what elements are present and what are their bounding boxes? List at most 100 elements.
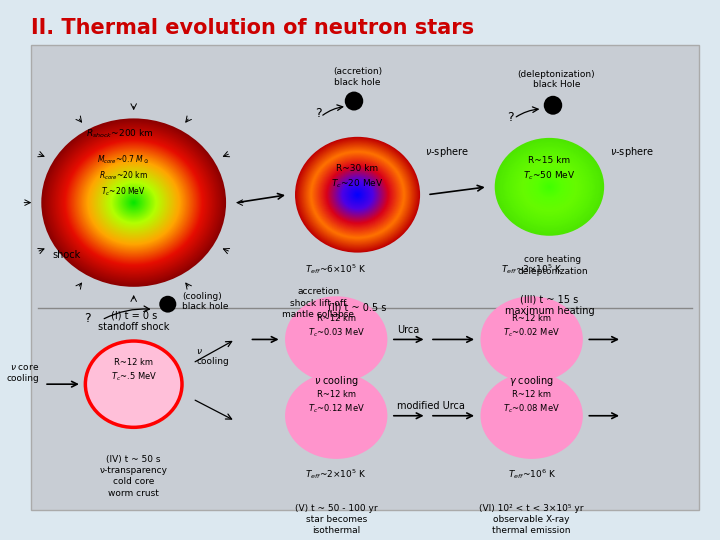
Ellipse shape bbox=[66, 140, 202, 265]
Ellipse shape bbox=[75, 149, 192, 256]
Ellipse shape bbox=[307, 147, 408, 242]
Text: R~12 km
$T_c$~0.03 MeV: R~12 km $T_c$~0.03 MeV bbox=[307, 314, 365, 339]
Ellipse shape bbox=[104, 176, 163, 230]
Ellipse shape bbox=[341, 180, 374, 210]
Text: (deleptonization)
black Hole: (deleptonization) black Hole bbox=[518, 70, 595, 90]
Ellipse shape bbox=[546, 184, 553, 190]
Ellipse shape bbox=[94, 167, 173, 238]
Ellipse shape bbox=[339, 177, 377, 212]
Ellipse shape bbox=[544, 182, 555, 192]
Ellipse shape bbox=[480, 373, 582, 459]
Ellipse shape bbox=[83, 156, 184, 249]
Ellipse shape bbox=[304, 145, 411, 244]
Ellipse shape bbox=[536, 174, 563, 199]
Ellipse shape bbox=[308, 149, 407, 240]
Ellipse shape bbox=[73, 147, 195, 259]
Ellipse shape bbox=[528, 168, 570, 206]
Ellipse shape bbox=[508, 149, 591, 224]
Ellipse shape bbox=[109, 180, 158, 225]
Ellipse shape bbox=[352, 190, 363, 200]
Ellipse shape bbox=[521, 161, 577, 212]
Ellipse shape bbox=[349, 187, 366, 202]
Ellipse shape bbox=[90, 163, 178, 242]
Text: (accretion)
black hole: (accretion) black hole bbox=[333, 68, 382, 87]
Text: II. Thermal evolution of neutron stars: II. Thermal evolution of neutron stars bbox=[31, 18, 474, 38]
Text: (I) t = 0 s
standoff shock: (I) t = 0 s standoff shock bbox=[98, 310, 169, 332]
Ellipse shape bbox=[328, 167, 387, 222]
Ellipse shape bbox=[58, 134, 209, 271]
Ellipse shape bbox=[526, 166, 573, 208]
Ellipse shape bbox=[44, 120, 224, 285]
Ellipse shape bbox=[343, 181, 372, 208]
Ellipse shape bbox=[99, 171, 168, 234]
Ellipse shape bbox=[55, 131, 212, 274]
Text: R~12 km
$T_c$~0.08 MeV: R~12 km $T_c$~0.08 MeV bbox=[503, 390, 560, 415]
Ellipse shape bbox=[67, 141, 201, 264]
Ellipse shape bbox=[544, 96, 562, 114]
Ellipse shape bbox=[502, 144, 597, 230]
Ellipse shape bbox=[310, 150, 406, 239]
Text: modified Urca: modified Urca bbox=[397, 401, 464, 411]
Ellipse shape bbox=[521, 161, 579, 213]
Ellipse shape bbox=[497, 139, 603, 234]
Ellipse shape bbox=[125, 195, 142, 210]
Ellipse shape bbox=[92, 165, 175, 240]
Ellipse shape bbox=[348, 186, 366, 203]
Ellipse shape bbox=[510, 152, 589, 222]
Text: $\gamma$ cooling: $\gamma$ cooling bbox=[509, 374, 554, 388]
Ellipse shape bbox=[539, 178, 559, 196]
Ellipse shape bbox=[540, 179, 559, 195]
Ellipse shape bbox=[68, 143, 199, 262]
Text: $R_{shock}$~200 km: $R_{shock}$~200 km bbox=[86, 128, 153, 140]
Ellipse shape bbox=[71, 146, 196, 259]
Ellipse shape bbox=[325, 165, 390, 225]
Ellipse shape bbox=[96, 168, 172, 238]
Ellipse shape bbox=[345, 183, 370, 206]
Ellipse shape bbox=[531, 170, 569, 204]
Ellipse shape bbox=[313, 153, 402, 236]
Text: $\nu$-sphere: $\nu$-sphere bbox=[610, 145, 654, 159]
Ellipse shape bbox=[128, 197, 140, 208]
Ellipse shape bbox=[78, 152, 189, 253]
Ellipse shape bbox=[512, 153, 587, 220]
Ellipse shape bbox=[107, 178, 161, 227]
Ellipse shape bbox=[108, 179, 159, 226]
Ellipse shape bbox=[302, 144, 413, 246]
Ellipse shape bbox=[69, 144, 198, 261]
Ellipse shape bbox=[503, 145, 596, 228]
Ellipse shape bbox=[323, 163, 392, 227]
Text: ?: ? bbox=[507, 111, 513, 124]
Ellipse shape bbox=[53, 129, 215, 276]
Ellipse shape bbox=[516, 157, 583, 217]
Ellipse shape bbox=[56, 132, 211, 273]
Ellipse shape bbox=[295, 137, 420, 253]
Ellipse shape bbox=[536, 176, 562, 198]
Ellipse shape bbox=[76, 150, 192, 255]
Ellipse shape bbox=[332, 171, 384, 219]
Ellipse shape bbox=[91, 164, 176, 241]
Ellipse shape bbox=[325, 164, 391, 225]
Ellipse shape bbox=[524, 164, 575, 210]
Ellipse shape bbox=[523, 163, 576, 211]
Ellipse shape bbox=[120, 190, 148, 215]
Ellipse shape bbox=[543, 181, 556, 193]
Ellipse shape bbox=[336, 174, 380, 215]
Ellipse shape bbox=[297, 138, 418, 251]
Ellipse shape bbox=[356, 194, 359, 195]
Ellipse shape bbox=[300, 142, 415, 248]
Ellipse shape bbox=[337, 176, 378, 214]
Ellipse shape bbox=[343, 181, 373, 209]
Ellipse shape bbox=[299, 140, 416, 249]
Ellipse shape bbox=[125, 194, 143, 211]
Ellipse shape bbox=[505, 147, 593, 226]
Ellipse shape bbox=[517, 158, 582, 216]
Ellipse shape bbox=[77, 151, 190, 254]
Ellipse shape bbox=[85, 158, 182, 247]
Ellipse shape bbox=[333, 172, 382, 217]
Ellipse shape bbox=[310, 151, 405, 239]
Text: $T_{eff}$~3×10$^5$ K: $T_{eff}$~3×10$^5$ K bbox=[501, 262, 562, 275]
Ellipse shape bbox=[356, 193, 359, 197]
Ellipse shape bbox=[535, 174, 564, 200]
Ellipse shape bbox=[495, 138, 604, 236]
Ellipse shape bbox=[327, 167, 388, 223]
